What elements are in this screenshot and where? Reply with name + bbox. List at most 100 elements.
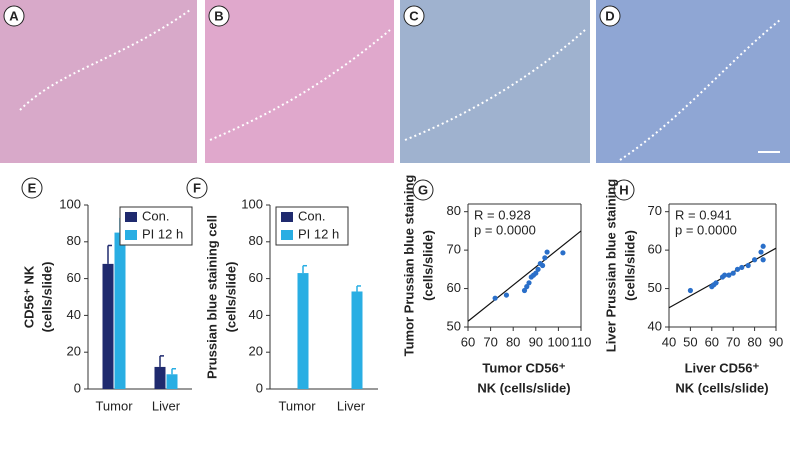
point [521,287,528,294]
y-tick-label: 60 [67,270,81,285]
annotation: p = 0.0000 [675,222,737,237]
point [713,280,719,286]
point [760,257,766,263]
y-tick-label: 60 [447,280,461,295]
legend-label: Con. [298,208,325,223]
point [734,266,741,272]
x-axis-label: Liver CD56⁺ [685,360,760,375]
boundary [209,29,391,141]
x-tick-label: 90 [769,334,783,349]
x-tick-label: 40 [662,334,676,349]
x-tick-label: 70 [726,334,740,349]
panel-badge [613,179,635,201]
y-tick-label: 20 [249,344,263,359]
x-tick-label: 80 [747,334,761,349]
boundary [19,9,191,111]
legend-label: Con. [142,208,169,223]
point [542,255,548,261]
bar [102,263,114,389]
y-axis-label: Liver Prussian blue staining [603,179,618,352]
point [752,257,758,263]
legend-swatch [125,212,137,222]
annotation: R = 0.928 [474,207,531,222]
bar [351,291,363,389]
micrographs [0,0,790,163]
x-tick-label: Liver [152,398,181,413]
y-tick-label: 50 [447,318,461,333]
x-axis-label: NK (cells/slide) [675,380,768,395]
point [730,270,736,276]
point [503,292,510,298]
panel-letter: H [619,182,628,197]
point [739,264,745,271]
bar [297,273,309,389]
y-tick-label: 100 [241,196,263,211]
x-tick-label: Tumor [278,398,316,413]
point [524,284,530,290]
point [560,250,566,256]
boundary [619,19,781,161]
x-tick-label: 110 [571,334,592,349]
point [687,287,694,294]
bar [166,374,178,389]
panel-badge [599,5,621,27]
x-tick-label: 60 [705,334,719,349]
point [722,272,728,278]
legend-label: PI 12 h [298,226,339,241]
panel-badge [186,177,208,199]
bar [154,366,166,389]
x-tick-label: 90 [529,334,543,349]
panel-letter: C [409,8,419,23]
panel-letter: A [9,8,19,23]
point [539,262,546,269]
panel-badge [3,5,25,27]
x-tick-label: 70 [483,334,497,349]
x-axis-label: NK (cells/slide) [477,380,570,395]
x-tick-label: 80 [506,334,520,349]
point [544,249,550,255]
y-tick-label: 70 [648,203,662,218]
panel-badge [208,5,230,27]
micrograph-d [596,0,790,163]
panel-letter: B [214,8,223,23]
y-axis-label: Tumor Prussian blue staining [401,175,416,357]
panel-letter: G [418,182,428,197]
annotation: p = 0.0000 [474,222,536,237]
panel-badge [403,5,425,27]
point [726,272,732,278]
x-tick-label: 100 [548,334,570,349]
x-tick-label: 60 [461,334,475,349]
panel-letter: E [28,180,37,195]
y-tick-label: 60 [249,270,263,285]
y-tick-label: 50 [648,280,662,295]
x-tick-label: Tumor [95,398,133,413]
y-tick-label: 20 [67,344,81,359]
bar [114,232,126,389]
point [533,270,539,276]
y-tick-label: 100 [59,196,81,211]
y-axis-label: (cells/slide) [39,262,54,333]
y-tick-label: 40 [648,318,662,333]
y-axis-label: CD56⁺ NK [21,265,36,328]
y-axis-label: Prussian blue staining cell [204,215,219,379]
y-tick-label: 80 [249,233,263,248]
micrograph-c [400,0,590,163]
y-tick-label: 40 [67,307,81,322]
panel-letter: F [193,180,201,195]
fit-line [467,230,582,322]
y-axis-label: (cells/slide) [420,230,435,301]
y-tick-label: 0 [74,380,81,395]
y-tick-label: 60 [648,242,662,257]
y-tick-label: 70 [447,242,461,257]
y-tick-label: 80 [67,233,81,248]
y-axis-label: (cells/slide) [223,262,238,333]
y-axis-label: (cells/slide) [622,230,637,301]
legend-swatch [281,212,293,222]
y-tick-label: 40 [249,307,263,322]
annotation: R = 0.941 [675,207,732,222]
panel-letter: D [605,8,614,23]
point [535,266,541,272]
point [745,262,751,269]
legend-label: PI 12 h [142,226,183,241]
